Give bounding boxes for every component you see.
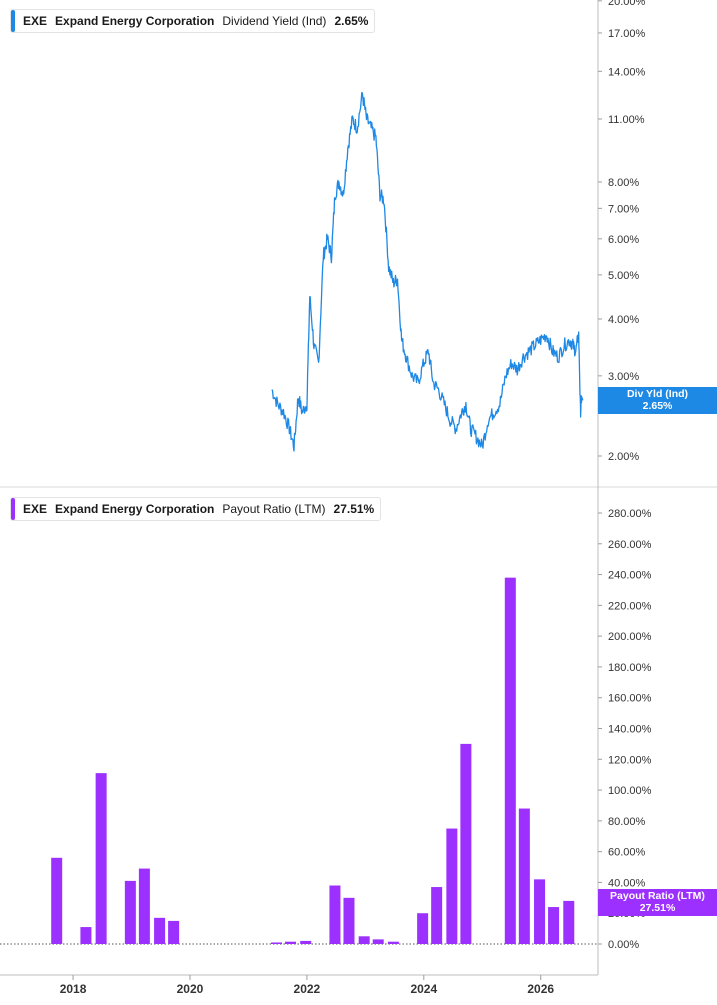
y-tick-label: 8.00%: [608, 177, 639, 189]
y-tick-label: 200.00%: [608, 631, 652, 643]
y-tick-label: 4.00%: [608, 314, 639, 326]
legend-dividend-yield[interactable]: EXE Expand Energy Corporation Dividend Y…: [10, 9, 376, 33]
x-tick-label: 2020: [177, 982, 204, 996]
payout-bar: [446, 828, 458, 944]
y-tick-label: 5.00%: [608, 270, 639, 282]
payout-bar: [80, 927, 92, 944]
flag-value: 2.65%: [642, 400, 673, 413]
payout-bar: [270, 942, 282, 944]
payout-bar: [387, 941, 399, 944]
payout-bar: [431, 887, 443, 944]
y-tick-label: 6.00%: [608, 234, 639, 246]
y-tick-label: 40.00%: [608, 877, 646, 889]
payout-bar: [329, 885, 341, 944]
x-tick-label: 2024: [410, 982, 437, 996]
legend-value: 27.51%: [333, 502, 375, 516]
legend-value: 2.65%: [334, 14, 369, 28]
payout-bar: [168, 920, 180, 944]
payout-bar: [548, 907, 560, 944]
flag-label: Div Yld (Ind): [626, 388, 689, 401]
payout-bar: [138, 868, 150, 944]
legend-metric: Dividend Yield (Ind): [222, 14, 327, 28]
legend-company: Expand Energy Corporation: [55, 14, 215, 28]
y-tick-label: 120.00%: [608, 754, 652, 766]
payout-bar: [563, 900, 575, 944]
payout-bar: [460, 743, 472, 944]
x-tick-label: 2026: [527, 982, 554, 996]
dividend-yield-line: [271, 91, 584, 452]
legend-swatch-payout-ratio: [11, 498, 15, 520]
payout-bar: [51, 857, 63, 944]
y-tick-label: 260.00%: [608, 539, 652, 551]
x-tick-label: 2018: [60, 982, 87, 996]
y-tick-label: 0.00%: [608, 939, 639, 951]
payout-bar: [504, 577, 516, 944]
y-tick-label: 100.00%: [608, 785, 652, 797]
payout-bar: [343, 897, 355, 944]
y-tick-label: 17.00%: [608, 28, 646, 40]
payout-bar: [518, 808, 530, 944]
payout-bar: [417, 913, 429, 944]
y-tick-label: 7.00%: [608, 203, 639, 215]
legend-ticker: EXE: [23, 14, 48, 28]
y-tick-label: 60.00%: [608, 847, 646, 859]
payout-bar: [358, 936, 370, 944]
legend-company: Expand Energy Corporation: [55, 502, 215, 516]
payout-bar: [372, 939, 384, 944]
legend-payout-ratio[interactable]: EXE Expand Energy Corporation Payout Rat…: [10, 497, 382, 521]
y-tick-label: 80.00%: [608, 816, 646, 828]
payout-bar: [124, 880, 136, 944]
payout-bar: [95, 773, 107, 944]
flag-label: Payout Ratio (LTM): [610, 889, 705, 902]
payout-bar: [285, 941, 297, 944]
y-tick-label: 240.00%: [608, 570, 652, 582]
y-tick-label: 220.00%: [608, 600, 652, 612]
payout-bar: [534, 879, 546, 944]
flag-value: 27.51%: [639, 901, 676, 914]
y-tick-label: 2.00%: [608, 451, 639, 463]
legend-metric: Payout Ratio (LTM): [222, 502, 326, 516]
payout-bar: [154, 917, 166, 944]
value-flag-payout-ratio: Payout Ratio (LTM) 27.51%: [598, 888, 717, 916]
x-tick-label: 2022: [294, 982, 321, 996]
y-tick-label: 14.00%: [608, 66, 646, 78]
y-tick-label: 280.00%: [608, 508, 652, 520]
y-tick-label: 20.00%: [608, 0, 646, 8]
value-flag-dividend-yield: Div Yld (Ind) 2.65%: [598, 387, 717, 415]
y-tick-label: 180.00%: [608, 662, 652, 674]
y-tick-label: 160.00%: [608, 693, 652, 705]
y-tick-label: 11.00%: [608, 114, 645, 126]
y-tick-label: 3.00%: [608, 371, 639, 383]
legend-ticker: EXE: [23, 502, 48, 516]
y-tick-label: 140.00%: [608, 724, 652, 736]
legend-swatch-dividend-yield: [11, 10, 15, 32]
payout-bar: [300, 940, 312, 944]
